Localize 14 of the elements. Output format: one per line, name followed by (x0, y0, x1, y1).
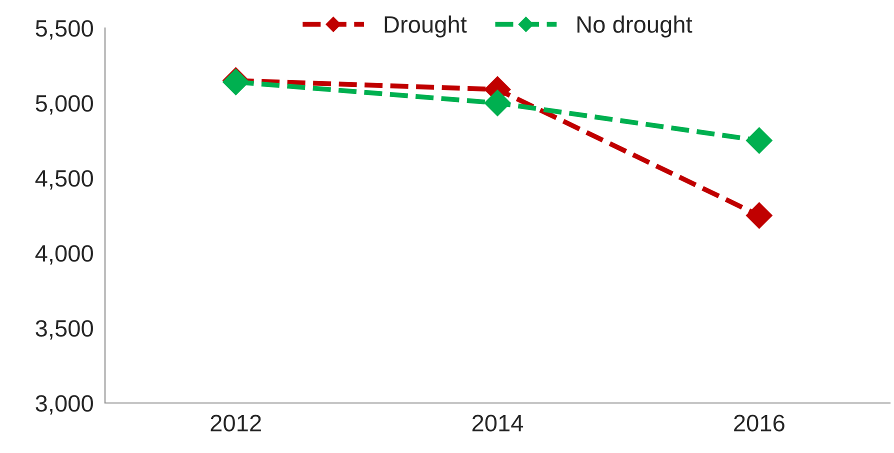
y-tick-label: 3,000 (36, 395, 93, 415)
y-tick-label: 4,500 (35, 170, 93, 190)
x-tick-label: 2016 (734, 414, 784, 432)
y-tick-label: 3,500 (36, 320, 93, 340)
point (484, 90, 511, 116)
point (746, 202, 772, 229)
legend-label: Drought (384, 16, 467, 38)
x-tick-label: 2012 (210, 414, 261, 432)
y-tick-label: 5,500 (36, 20, 93, 40)
point (746, 127, 772, 154)
legend-label: No drought (577, 16, 692, 38)
x-tick-label: 2014 (472, 414, 524, 432)
y-tick-label: 5,000 (36, 95, 93, 115)
y-tick-label: 4,000 (35, 245, 93, 265)
